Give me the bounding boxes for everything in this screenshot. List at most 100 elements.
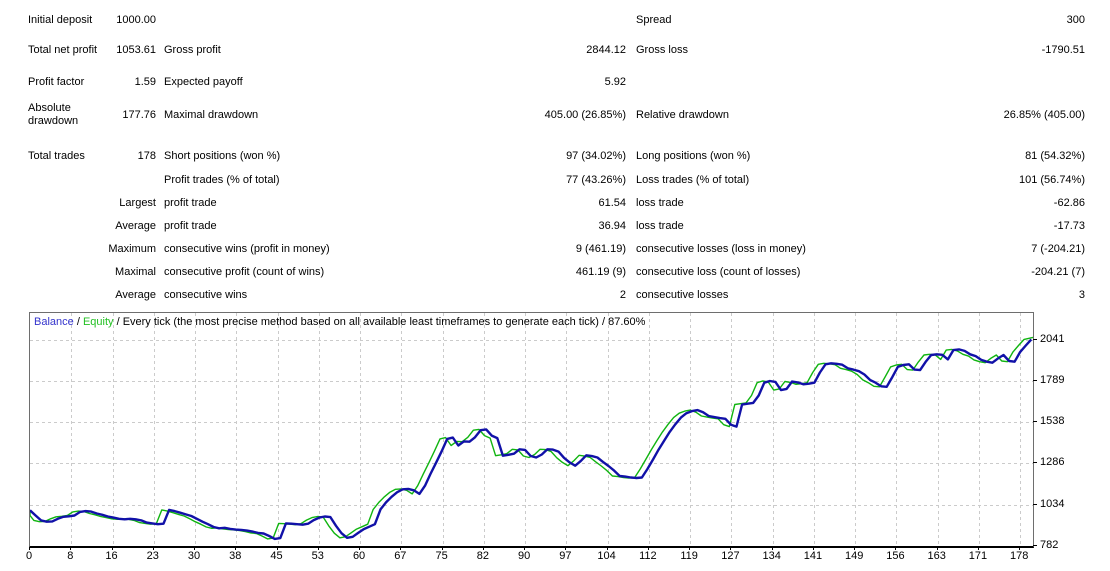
report-value: 77 (43.26%)	[566, 173, 626, 186]
report-value: Maximal	[115, 265, 156, 278]
report-label: Loss trades (% of total)	[636, 173, 750, 186]
x-axis-label: 82	[476, 550, 489, 562]
x-axis-label: 0	[25, 550, 33, 562]
report-value: 1000.00	[116, 14, 156, 26]
report-value: 5.92	[604, 76, 626, 88]
report-value: 2844.12	[586, 44, 626, 56]
report-row-0: Initial deposit 1000.00 Spread 300	[0, 8, 1110, 32]
x-axis-label: 163	[927, 550, 946, 562]
report-row-1: Total net profit 1053.61 Gross profit 2844.…	[0, 32, 1110, 68]
report-value: -1790.51	[1041, 44, 1085, 56]
x-axis-label: 30	[187, 550, 201, 562]
report-row-10: Average consecutive wins 2 consecutive loss…	[0, 283, 1110, 306]
x-axis-label: 134	[762, 550, 781, 562]
report-label: loss trade	[636, 219, 684, 232]
y-axis-tick	[1033, 339, 1037, 340]
report-cell: Total trades 178	[28, 150, 156, 163]
report-label: Gross loss	[636, 44, 688, 56]
report-value: 61.54	[598, 196, 626, 209]
report-label: Spread	[636, 14, 672, 26]
x-axis-tick	[442, 547, 443, 550]
x-axis-label: 127	[721, 550, 740, 562]
report-label: Short positions (won %)	[164, 150, 281, 162]
report-cell: consecutive losses (loss in money) 7 (-20…	[626, 243, 1085, 255]
report-value: 26.85% (405.00)	[1003, 109, 1085, 121]
report-value: -17.73	[1053, 219, 1085, 232]
y-axis-tick	[1033, 421, 1037, 422]
report-cell: Absolute drawdown 177.76	[28, 102, 156, 128]
report-label: consecutive wins	[164, 288, 248, 301]
report-value: 178	[137, 150, 156, 162]
x-axis-tick	[854, 547, 855, 550]
report-label: Total net profit	[28, 43, 98, 56]
x-axis-tick	[29, 547, 30, 550]
x-axis-label: 16	[105, 550, 118, 562]
x-axis-label: 112	[639, 550, 657, 562]
report-cell: loss trade -17.73	[626, 220, 1085, 232]
report-label: Expected payoff	[164, 76, 243, 88]
x-axis-label: 67	[394, 550, 407, 562]
report-cell: Profit factor 1.59	[28, 76, 156, 89]
report-cell: Maximal	[28, 266, 156, 278]
strategy-tester-report-table: Initial deposit 1000.00 Spread 300 Total net…	[0, 8, 1110, 306]
y-axis-tick	[1033, 504, 1037, 505]
report-label: consecutive profit (count of wins)	[164, 265, 325, 278]
x-axis-tick	[359, 547, 360, 550]
report-label: Maximal drawdown	[164, 109, 259, 121]
report-cell: consecutive profit (count of wins) 461.19…	[156, 266, 626, 278]
x-axis-tick	[895, 547, 896, 550]
report-cell: Gross loss -1790.51	[626, 44, 1085, 56]
report-row-9: Maximal consecutive profit (count of wins…	[0, 260, 1110, 283]
x-axis-tick	[194, 547, 195, 550]
report-label: Gross profit	[164, 44, 221, 56]
x-axis-tick	[730, 547, 731, 550]
x-axis-label: 38	[229, 550, 242, 562]
report-value: Average	[115, 219, 156, 232]
x-axis-tick	[978, 547, 979, 550]
y-axis-label: 782	[1040, 539, 1059, 551]
equity-line	[30, 336, 1033, 540]
report-row-4: Total trades 178 Short positions (won %) 97…	[0, 144, 1110, 168]
report-cell: Maximal drawdown 405.00 (26.85%)	[156, 109, 626, 121]
report-cell: consecutive losses 3	[626, 289, 1085, 301]
x-axis-label: 97	[559, 550, 572, 562]
report-cell: Long positions (won %) 81 (54.32%)	[626, 150, 1085, 162]
x-axis-tick	[153, 547, 154, 550]
chart-canvas	[30, 313, 1033, 546]
x-axis-label: 178	[1010, 550, 1029, 562]
report-label: profit trade	[164, 219, 217, 232]
x-axis-label: 141	[803, 550, 823, 562]
report-value: 2	[619, 288, 626, 301]
report-cell: Largest	[28, 197, 156, 209]
x-axis-tick	[813, 547, 814, 550]
x-axis-tick	[648, 547, 649, 550]
report-label: profit trade	[164, 196, 217, 209]
report-row-2: Profit factor 1.59 Expected payoff 5.92	[0, 68, 1110, 96]
legend-balance-label: Balance	[34, 316, 74, 328]
chart-legend: Balance / Equity / Every tick (the most …	[34, 316, 645, 328]
report-label: consecutive losses (loss in money)	[636, 242, 806, 255]
report-value: 405.00 (26.85%)	[544, 109, 626, 121]
report-row-3: Absolute drawdown 177.76 Maximal drawdown 4…	[0, 96, 1110, 134]
report-label: consecutive wins (profit in money)	[164, 242, 330, 255]
x-axis-label: 60	[352, 550, 366, 562]
report-value: -204.21 (7)	[1031, 265, 1085, 278]
report-value: 81 (54.32%)	[1025, 150, 1085, 162]
x-axis-label: 8	[67, 550, 74, 562]
report-cell: Relative drawdown 26.85% (405.00)	[626, 109, 1085, 121]
y-axis-label: 1789	[1040, 373, 1065, 386]
x-axis-tick	[112, 547, 113, 550]
report-value: -62.86	[1053, 196, 1085, 209]
report-value: Largest	[119, 196, 156, 209]
report-label: Initial deposit	[28, 13, 93, 26]
x-axis-label: 23	[146, 550, 159, 562]
x-axis-tick	[70, 547, 71, 550]
report-label: consecutive loss (count of losses)	[636, 265, 801, 278]
report-value: 101 (56.74%)	[1018, 173, 1085, 186]
x-axis-label: 75	[435, 550, 448, 562]
report-label: loss trade	[636, 196, 684, 209]
report-value: Average	[115, 288, 156, 301]
x-axis-label: 171	[968, 550, 988, 562]
x-axis-label: 45	[270, 550, 283, 562]
x-axis-label: 104	[597, 550, 616, 562]
